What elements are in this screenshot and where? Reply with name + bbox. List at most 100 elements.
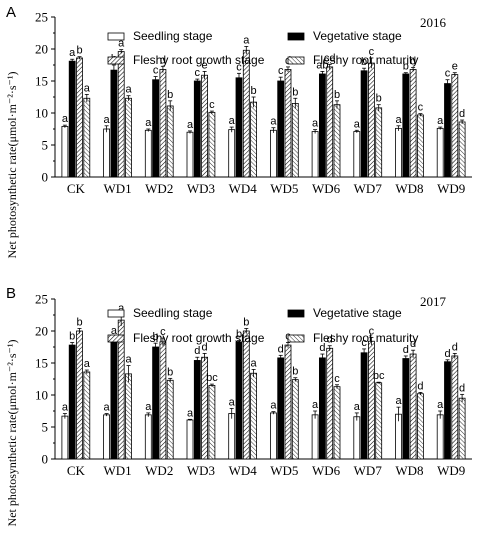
bar	[395, 127, 402, 178]
bar	[375, 107, 383, 178]
significance-label: ab	[316, 59, 328, 71]
y-tick-label: 20	[35, 42, 48, 57]
significance-label: a	[125, 354, 132, 366]
significance-label: c	[369, 46, 375, 58]
bar	[186, 419, 194, 460]
significance-label: a	[312, 118, 319, 130]
bar	[61, 126, 69, 178]
significance-label: a	[437, 399, 444, 411]
bar	[269, 412, 277, 460]
significance-label: a	[251, 357, 258, 369]
significance-label: a	[84, 358, 91, 370]
bar	[367, 340, 375, 460]
significance-label: d	[403, 344, 409, 356]
significance-label: d	[160, 54, 166, 66]
significance-label: b	[292, 86, 298, 98]
legend-label: Vegetative stage	[313, 29, 402, 43]
bar	[311, 131, 319, 178]
legend-swatch	[287, 56, 305, 65]
x-tick-label: WD7	[354, 181, 383, 196]
significance-label: b	[167, 89, 173, 101]
bar	[250, 372, 258, 460]
bar	[402, 358, 410, 460]
significance-label: d	[417, 380, 423, 392]
x-tick-label: WD3	[187, 181, 215, 196]
significance-label: a	[354, 401, 361, 413]
significance-label: a	[312, 399, 319, 411]
significance-label: c	[153, 65, 159, 77]
bar	[333, 386, 341, 460]
category-group: a bb a	[61, 316, 91, 460]
category-group: a d d bc	[186, 341, 218, 460]
bar	[117, 51, 125, 178]
category-group: a cd b	[144, 54, 174, 178]
x-tick-label: WD6	[312, 463, 341, 478]
bar	[360, 352, 368, 460]
x-tick-label: WD9	[437, 181, 465, 196]
significance-label: b	[167, 366, 173, 378]
y-tick-label: 0	[42, 452, 49, 467]
bar	[152, 346, 160, 460]
bar	[228, 129, 236, 178]
significance-label: a	[187, 119, 194, 131]
category-group: a dd c	[311, 334, 341, 460]
y-tick-label: 25	[35, 292, 48, 307]
bar	[201, 74, 209, 178]
significance-label: a	[111, 325, 118, 337]
legend-swatch	[107, 56, 125, 65]
bar	[125, 97, 132, 178]
significance-label: d	[410, 56, 416, 68]
bar	[125, 373, 132, 460]
x-tick-label: WD4	[229, 463, 258, 478]
significance-label: d	[452, 341, 458, 353]
legend-label: Fleshy root growth stage	[133, 53, 265, 67]
y-tick-label: 5	[42, 138, 49, 153]
significance-label: bc	[373, 370, 385, 382]
bar	[409, 353, 417, 460]
bar	[360, 70, 368, 178]
significance-label: a	[62, 113, 69, 125]
significance-label: c	[361, 337, 367, 349]
y-tick-label: 10	[35, 106, 48, 121]
bar	[193, 80, 201, 178]
legend-swatch	[287, 32, 305, 41]
significance-label: d	[319, 342, 325, 354]
panel-b: B 2017 Net photosynthetic rate(μmol·m⁻²·…	[5, 285, 472, 526]
bar	[166, 105, 174, 178]
bar	[159, 69, 167, 178]
significance-label: a	[125, 84, 132, 96]
bar	[76, 330, 83, 460]
bar	[103, 414, 110, 460]
bar	[144, 129, 152, 178]
significance-label: b	[153, 331, 159, 343]
y-tick-label: 25	[35, 10, 48, 25]
significance-label: a	[229, 115, 236, 127]
bar	[186, 131, 194, 178]
bar	[326, 347, 334, 460]
bar	[284, 69, 292, 178]
legend-swatch	[287, 309, 305, 318]
bar	[110, 337, 118, 460]
bar	[235, 77, 243, 178]
category-group: aa ba	[61, 45, 91, 178]
significance-label: a	[118, 302, 125, 314]
significance-label: a	[229, 396, 236, 408]
bar	[375, 382, 383, 460]
bar	[416, 393, 424, 460]
significance-label: c	[418, 102, 424, 114]
significance-label: b	[376, 93, 382, 105]
bar	[68, 60, 76, 178]
year-label: 2016	[420, 15, 447, 30]
category-group: a cc bc	[353, 325, 385, 460]
x-tick-label: WD8	[395, 463, 423, 478]
legend-swatch	[287, 334, 305, 343]
significance-label: b	[361, 56, 367, 68]
significance-label: c	[209, 99, 215, 111]
bar	[208, 111, 216, 178]
x-tick-label: CK	[67, 463, 86, 478]
significance-label: bc	[206, 372, 218, 384]
bar	[166, 379, 174, 460]
